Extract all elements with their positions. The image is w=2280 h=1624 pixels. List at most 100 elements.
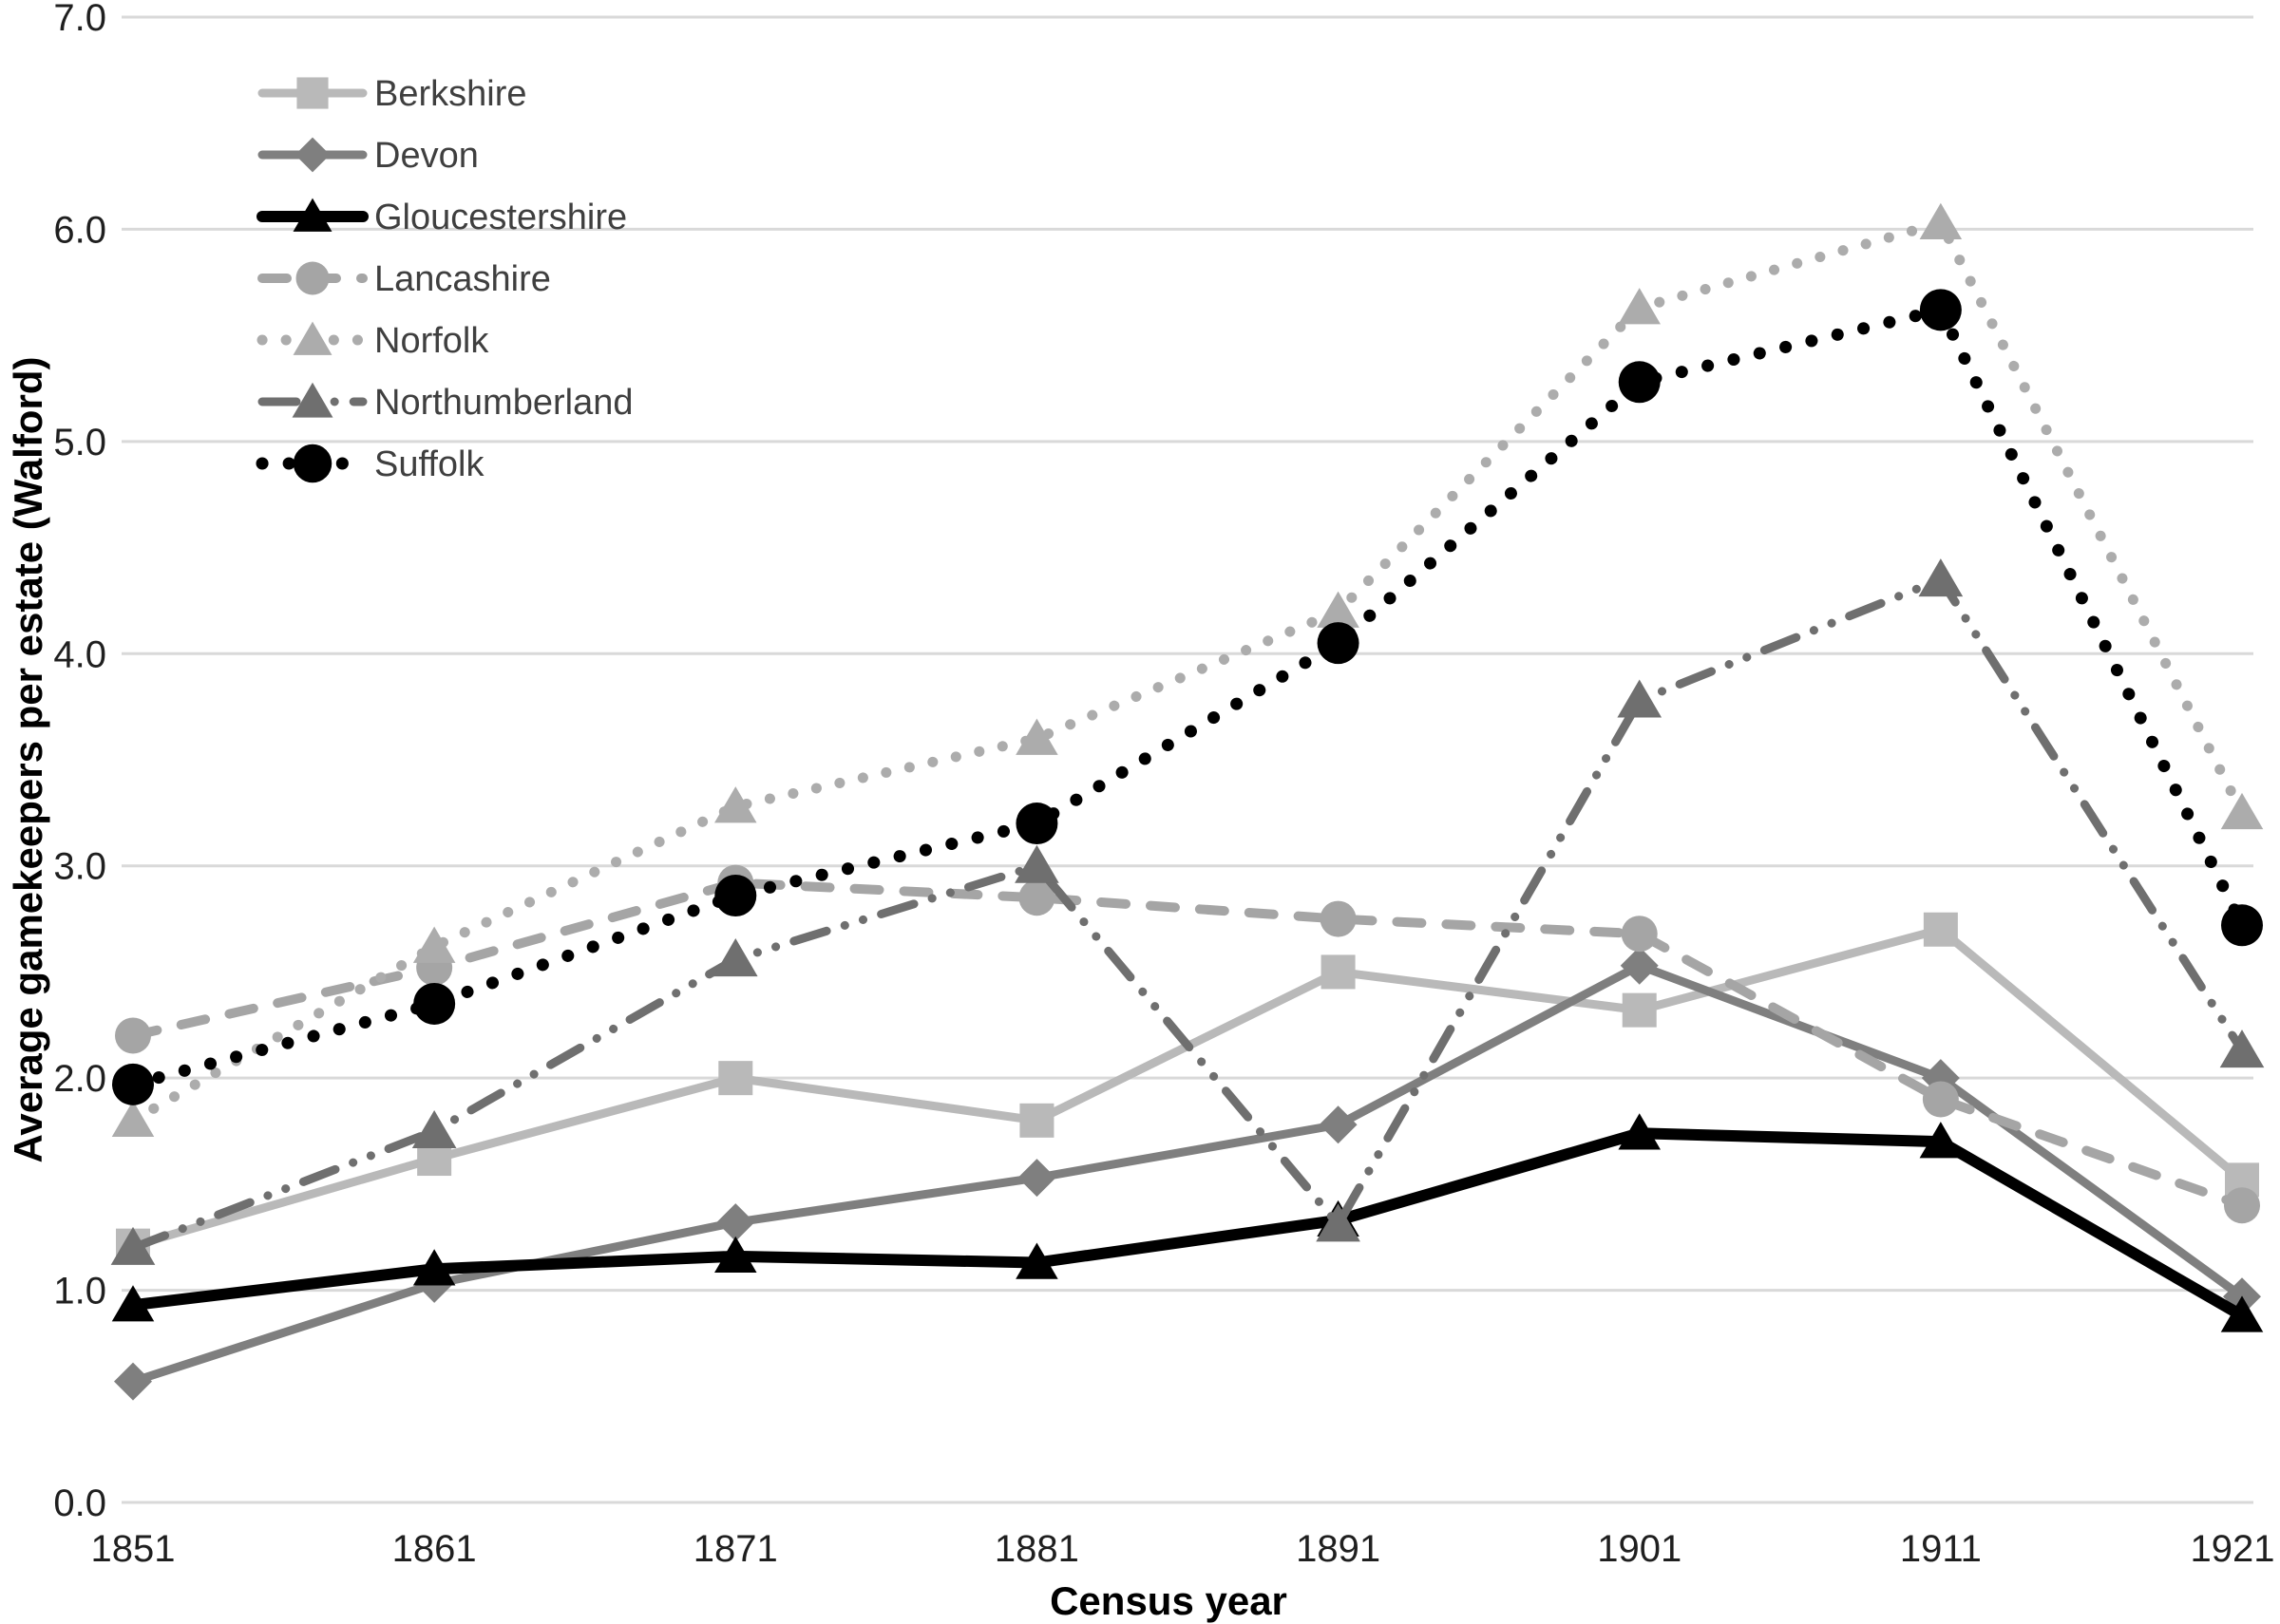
marker-suffolk [1317, 622, 1359, 665]
marker-norfolk [412, 926, 456, 963]
legend-label: Berkshire [374, 74, 527, 114]
legend-item-berkshire: Berkshire [257, 74, 527, 114]
marker-gloucestershire [412, 1249, 456, 1286]
marker-northumberland [1617, 679, 1662, 718]
y-tick-label: 3.0 [53, 846, 106, 888]
marker-suffolk [1016, 803, 1058, 845]
marker-norfolk [111, 1100, 155, 1138]
marker-suffolk [1919, 289, 1962, 331]
series-suffolk [112, 289, 2263, 1105]
y-tick-label: 7.0 [53, 0, 106, 39]
legend: Berkshire Devon Gloucestershire Lancashire N… [256, 74, 633, 484]
marker-suffolk [2221, 904, 2263, 947]
legend-swatch-marker [296, 77, 329, 109]
y-tick-label: 6.0 [53, 209, 106, 251]
marker-lancashire [1320, 900, 1357, 937]
marker-lancashire [2224, 1187, 2260, 1224]
marker-suffolk [112, 1063, 154, 1105]
legend-item-devon: Devon [257, 136, 479, 176]
marker-devon [114, 1362, 152, 1401]
y-tick-label: 5.0 [53, 422, 106, 463]
legend-item-gloucestershire: Gloucestershire [256, 198, 627, 237]
legend-swatch-marker [292, 382, 333, 418]
series-northumberland [110, 558, 2265, 1265]
marker-lancashire [1621, 916, 1658, 953]
x-axis-title: Census year [1050, 1578, 1287, 1623]
series-lines [110, 202, 2265, 1401]
marker-gloucestershire [1016, 1242, 1058, 1279]
x-tick-label: 1901 [1597, 1528, 1682, 1570]
x-tick-label: 1881 [995, 1528, 1079, 1570]
marker-lancashire [115, 1017, 151, 1054]
marker-lancashire [1922, 1081, 1959, 1118]
gridlines [122, 15, 2253, 1504]
series-norfolk [111, 202, 2264, 1138]
legend-label: Devon [374, 136, 479, 176]
marker-suffolk [413, 982, 456, 1025]
marker-berkshire [1019, 1103, 1054, 1138]
series-line-devon [128, 961, 2247, 1387]
y-tick-label: 1.0 [53, 1271, 106, 1312]
y-tick-label: 0.0 [53, 1482, 106, 1524]
series-line-suffolk [126, 303, 2249, 1091]
marker-gloucestershire [2220, 1295, 2264, 1332]
marker-gloucestershire [1618, 1113, 1661, 1150]
marker-devon [716, 1203, 755, 1242]
series-gloucestershire [111, 1113, 2264, 1332]
x-tick-label: 1871 [694, 1528, 778, 1570]
legend-swatch-marker [295, 261, 330, 295]
legend-label: Northumberland [374, 383, 633, 423]
marker-northumberland [2219, 1029, 2265, 1068]
marker-berkshire [718, 1061, 753, 1096]
y-tick-label: 2.0 [53, 1058, 106, 1100]
series-line-gloucestershire [127, 1127, 2248, 1322]
marker-northumberland [712, 938, 758, 977]
marker-gloucestershire [111, 1285, 155, 1322]
marker-northumberland [110, 1226, 156, 1265]
x-axis-tick-labels: 1851 1861 1871 1881 1891 1901 1911 1921 [91, 1528, 2275, 1570]
y-axis-title: Average gamekeepers per estate (Walford) [6, 357, 50, 1163]
marker-northumberland [1316, 1203, 1360, 1242]
marker-northumberland [1918, 558, 1964, 597]
marker-devon [1319, 1105, 1358, 1144]
marker-devon [1017, 1159, 1056, 1198]
marker-suffolk [1618, 361, 1661, 404]
legend-label: Lancashire [374, 259, 551, 299]
legend-item-lancashire: Lancashire [257, 259, 551, 299]
x-tick-label: 1851 [91, 1528, 176, 1570]
x-tick-label: 1911 [1900, 1528, 1982, 1570]
legend-swatch-marker [294, 137, 331, 173]
series-line-lancashire [128, 878, 2247, 1211]
legend-swatch-marker [293, 198, 332, 232]
marker-suffolk [714, 874, 757, 916]
legend-item-northumberland: Northumberland [257, 382, 633, 423]
marker-norfolk [1919, 202, 1963, 239]
marker-berkshire [1622, 992, 1657, 1028]
y-axis-tick-labels: 0.0 1.0 2.0 3.0 4.0 5.0 6.0 7.0 [53, 0, 106, 1524]
x-tick-label: 1921 [2191, 1528, 2275, 1570]
legend-item-suffolk: Suffolk [256, 444, 484, 484]
legend-label: Suffolk [374, 444, 484, 484]
marker-devon [1620, 946, 1659, 985]
x-tick-label: 1861 [392, 1528, 477, 1570]
marker-gloucestershire [714, 1236, 757, 1274]
marker-berkshire [1923, 912, 1958, 947]
marker-norfolk [1016, 718, 1058, 755]
marker-norfolk [1618, 288, 1661, 325]
y-tick-label: 4.0 [53, 633, 106, 675]
legend-label: Gloucestershire [374, 198, 627, 237]
x-tick-label: 1891 [1296, 1528, 1380, 1570]
marker-northumberland [1015, 844, 1059, 883]
marker-gloucestershire [1919, 1122, 1963, 1159]
series-line-northumberland [128, 575, 2247, 1253]
marker-norfolk [2220, 792, 2264, 830]
legend-label: Norfolk [374, 321, 489, 361]
marker-berkshire [1320, 954, 1356, 990]
legend-swatch-marker [293, 444, 332, 483]
legend-swatch-marker [293, 321, 332, 355]
series-line-norfolk [127, 217, 2248, 1126]
marker-lancashire [1018, 879, 1055, 916]
marker-norfolk [714, 786, 757, 823]
